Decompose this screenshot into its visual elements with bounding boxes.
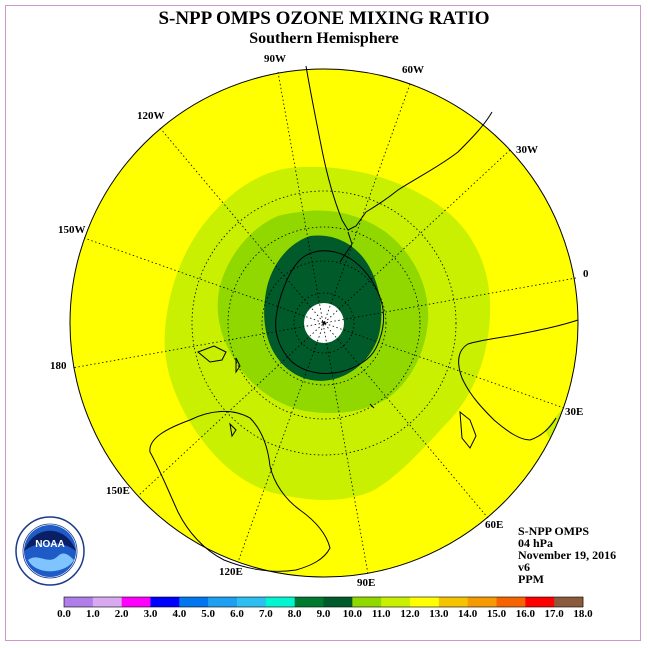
lon-label-120e: 120E <box>219 566 243 578</box>
colorbar-swatch <box>92 597 122 607</box>
colorbar-swatch <box>352 597 382 607</box>
colorbar-tick-label: 12.0 <box>400 608 420 620</box>
lon-label-90w: 90W <box>264 53 286 65</box>
lon-label-0: 0 <box>583 268 589 280</box>
australia-coastline <box>149 410 331 572</box>
colorbar-tick-label: 18.0 <box>573 608 593 620</box>
tasmania-coastline <box>229 422 237 438</box>
map-title: S-NPP OMPS OZONE MIXING RATIO <box>158 8 490 29</box>
colorbar: 0.0 1.0 2.0 3.0 4.0 5.0 6.0 7.0 8.0 9.0 10.0 11.0 12… <box>57 596 593 620</box>
noaa-logo-ring <box>22 523 78 579</box>
colorbar-swatch <box>265 597 295 607</box>
lon-label-60w: 60W <box>402 64 424 76</box>
colorbar-swatch <box>438 597 468 607</box>
noaa-logo-bird <box>24 530 76 551</box>
africa-coastline <box>458 319 579 441</box>
colorbar-swatch <box>410 597 440 607</box>
info-units: PPM <box>518 572 544 586</box>
info-version: v6 <box>518 560 530 574</box>
colorbar-swatch <box>150 597 180 607</box>
latitude-circle-70s <box>261 260 387 386</box>
colorbar-tick-label: 3.0 <box>144 608 158 620</box>
meridian-60w-120e <box>237 83 411 563</box>
map-subtitle: Southern Hemisphere <box>249 30 399 47</box>
colorbar-swatch <box>525 597 555 607</box>
new-zealand-coastline <box>197 345 241 374</box>
colorbar-swatch <box>64 597 94 607</box>
colorbar-tick-label: 2.0 <box>115 608 129 620</box>
colorbar-tick-label: 11.0 <box>372 608 391 620</box>
colorbar-tick-label: 9.0 <box>317 608 331 620</box>
lon-label-30e: 30E <box>565 406 583 418</box>
map-border <box>69 68 579 578</box>
colorbar-tick-label: 0.0 <box>57 608 71 620</box>
latitude-circle-80s <box>293 292 355 354</box>
meridian-30w-150e <box>137 149 511 497</box>
lon-label-60e: 60E <box>485 519 503 531</box>
colorbar-tick-label: 15.0 <box>487 608 507 620</box>
colorbar-tick-label: 6.0 <box>230 608 244 620</box>
meridian-0-180 <box>71 277 577 369</box>
colorbar-swatch <box>323 597 353 607</box>
south-america-coastline <box>305 65 493 231</box>
colorbar-tick-label: 8.0 <box>288 608 302 620</box>
lon-label-30w: 30W <box>516 144 538 156</box>
colorbar-tick-label: 7.0 <box>259 608 273 620</box>
coastlines <box>149 65 579 572</box>
ozone-field <box>70 69 578 577</box>
latitude-circle-50s <box>191 190 457 456</box>
latitude-circle-60s <box>227 226 421 420</box>
colorbar-tick-label: 16.0 <box>516 608 536 620</box>
colorbar-swatch <box>554 597 584 607</box>
meridian-30e-150w <box>83 237 565 409</box>
colorbar-tick-label: 13.0 <box>429 608 449 620</box>
lon-label-90e: 90E <box>357 577 375 589</box>
meridian-90w-90e <box>277 71 369 575</box>
colorbar-swatch <box>121 597 151 607</box>
colorbar-swatch <box>294 597 324 607</box>
noaa-logo-wave <box>28 553 74 572</box>
lon-label-150w: 150W <box>58 224 86 236</box>
colorbar-border <box>63 596 584 608</box>
colorbar-tick-label: 1.0 <box>86 608 100 620</box>
colorbar-swatch <box>381 597 411 607</box>
info-level: 04 hPa <box>518 536 554 550</box>
colorbar-tick-label: 4.0 <box>172 608 186 620</box>
madagascar-coastline <box>459 410 477 449</box>
noaa-logo: NOAA <box>15 516 85 586</box>
colorbar-swatch <box>467 597 497 607</box>
graticule <box>71 71 577 575</box>
colorbar-tick-label: 17.0 <box>545 608 565 620</box>
lon-label-180: 180 <box>50 360 67 372</box>
info-date: November 19, 2016 <box>518 548 617 562</box>
info-instrument: S-NPP OMPS <box>518 524 589 538</box>
meridian-60e-120w <box>159 127 489 519</box>
map-frame <box>5 5 641 641</box>
lon-label-150e: 150E <box>106 485 130 497</box>
noaa-logo-text: NOAA <box>35 539 64 550</box>
colorbar-tick-label: 14.0 <box>458 608 478 620</box>
longitude-labels: 90W 60W 30W 0 30E 60E 90E 120E 150E 180 … <box>50 53 589 589</box>
colorbar-swatch <box>208 597 238 607</box>
colorbar-swatch <box>179 597 209 607</box>
colorbar-swatch <box>496 597 526 607</box>
colorbar-swatch <box>237 597 267 607</box>
colorbar-tick-label: 5.0 <box>201 608 215 620</box>
lon-label-120w: 120W <box>137 110 165 122</box>
colorbar-tick-label: 10.0 <box>343 608 363 620</box>
